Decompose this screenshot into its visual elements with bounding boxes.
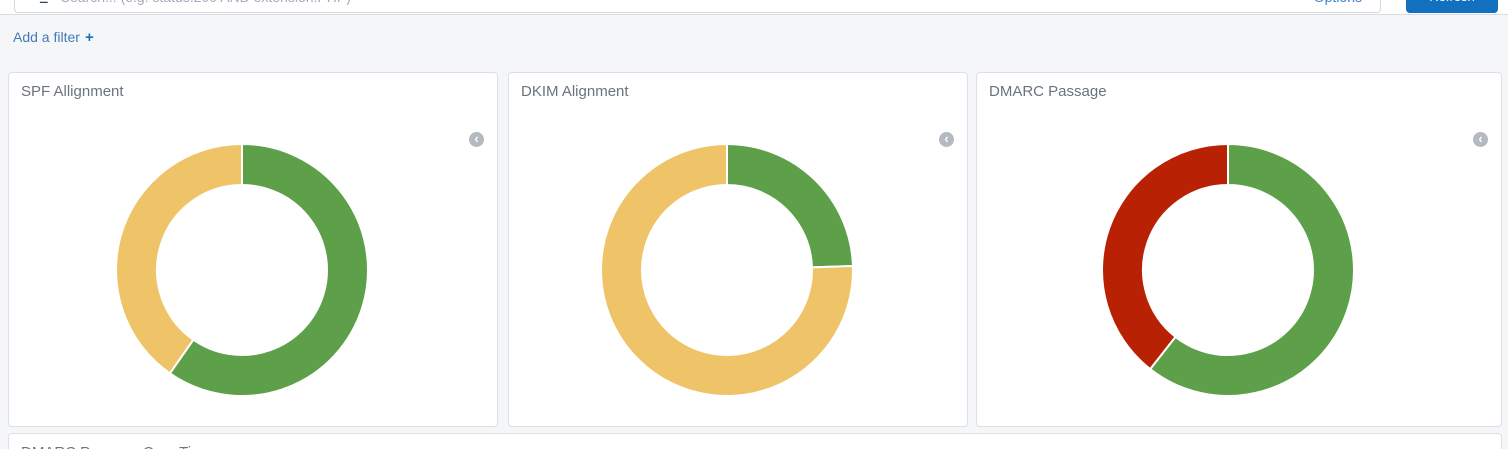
panel-title: SPF Allignment — [21, 83, 124, 100]
spf-donut-chart[interactable] — [114, 142, 370, 398]
panel-dmarc-passage: DMARC Passage ‹ — [976, 72, 1502, 427]
donut-segment-yellow-segment[interactable] — [115, 142, 243, 375]
search-box[interactable]: >_ Options — [14, 0, 1381, 13]
add-filter-plus-icon[interactable]: + — [84, 28, 94, 46]
filter-bar: Add a filter + — [0, 16, 1508, 58]
donut-segment-green-segment[interactable] — [726, 142, 854, 269]
panel-dkim-alignment: DKIM Alignment ‹ — [508, 72, 968, 427]
legend-toggle-chevron-left-icon[interactable]: ‹ — [469, 132, 484, 147]
donut-segment-red-segment[interactable] — [1101, 142, 1229, 371]
panel-spf-alignment: SPF Allignment ‹ — [8, 72, 498, 427]
options-link[interactable]: Options — [1314, 0, 1362, 5]
legend-toggle-chevron-left-icon[interactable]: ‹ — [1473, 132, 1488, 147]
dmarc-donut-chart[interactable] — [1100, 142, 1356, 398]
panel-title: DKIM Alignment — [521, 83, 629, 100]
add-filter-link[interactable]: Add a filter — [13, 29, 80, 45]
search-input[interactable] — [60, 0, 1300, 12]
donut-segment-yellow-segment[interactable] — [600, 142, 854, 397]
legend-toggle-chevron-left-icon[interactable]: ‹ — [939, 132, 954, 147]
refresh-button[interactable]: Refresh — [1406, 0, 1498, 13]
panel-dmarc-passage-over-time: DMARC Passage Over Time — [8, 433, 1502, 449]
dkim-donut-chart[interactable] — [599, 142, 855, 398]
donut-segment-green-segment[interactable] — [168, 142, 369, 397]
panel-title: DMARC Passage — [989, 83, 1107, 100]
panel-title: DMARC Passage Over Time — [21, 444, 212, 449]
query-prompt-icon: >_ — [33, 0, 48, 4]
donut-segment-green-segment[interactable] — [1148, 142, 1355, 397]
